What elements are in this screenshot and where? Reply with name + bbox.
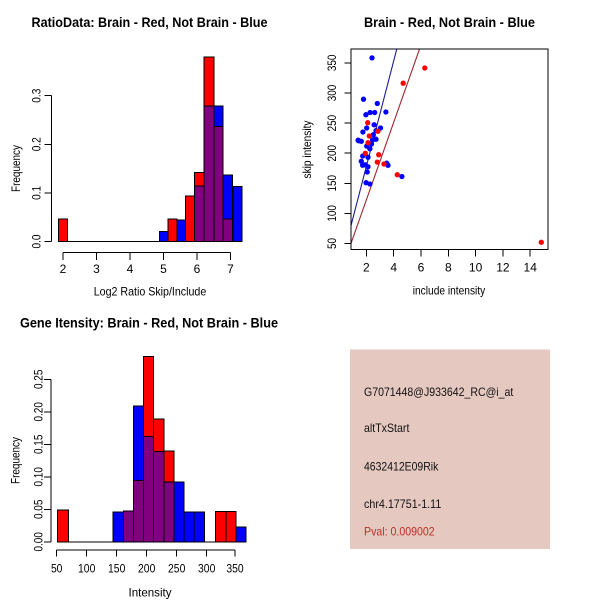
- svg-text:350: 350: [226, 562, 244, 576]
- svg-text:8: 8: [445, 261, 452, 275]
- svg-text:Frequency: Frequency: [9, 145, 23, 192]
- svg-text:250: 250: [168, 562, 186, 576]
- svg-text:0.25: 0.25: [32, 369, 46, 389]
- svg-text:0.2: 0.2: [30, 137, 44, 151]
- svg-text:150: 150: [108, 562, 126, 576]
- svg-text:7: 7: [227, 262, 234, 276]
- svg-text:0.15: 0.15: [32, 434, 46, 454]
- svg-text:100: 100: [325, 205, 339, 222]
- svg-text:250: 250: [325, 115, 339, 132]
- svg-text:0.3: 0.3: [30, 88, 44, 102]
- svg-text:50: 50: [51, 562, 63, 576]
- svg-text:14: 14: [524, 261, 538, 275]
- svg-text:6: 6: [418, 261, 425, 275]
- svg-text:2: 2: [363, 261, 370, 275]
- svg-text:Frequency: Frequency: [9, 437, 23, 484]
- svg-text:0.10: 0.10: [32, 467, 46, 487]
- svg-text:0.0: 0.0: [30, 234, 44, 248]
- svg-text:0.00: 0.00: [32, 532, 46, 552]
- svg-text:350: 350: [325, 54, 339, 71]
- svg-text:200: 200: [325, 145, 339, 162]
- svg-text:4: 4: [127, 262, 134, 276]
- svg-text:50: 50: [325, 238, 339, 249]
- svg-text:150: 150: [325, 175, 339, 192]
- svg-text:5: 5: [160, 262, 167, 276]
- svg-text:Brain - Red, Not Brain - Blue: Brain - Red, Not Brain - Blue: [364, 14, 535, 30]
- svg-text:0.20: 0.20: [32, 402, 46, 422]
- svg-text:0.05: 0.05: [32, 499, 46, 519]
- svg-text:4: 4: [390, 261, 397, 275]
- svg-text:200: 200: [138, 562, 156, 576]
- svg-text:include intensity: include intensity: [413, 283, 486, 297]
- svg-text:G7071448@J933642_RC@i_at: G7071448@J933642_RC@i_at: [364, 385, 514, 399]
- svg-text:Log2 Ratio Skip/Include: Log2 Ratio Skip/Include: [94, 285, 207, 299]
- svg-text:Pval: 0.009002: Pval: 0.009002: [364, 525, 435, 539]
- svg-text:6: 6: [194, 262, 201, 276]
- svg-text:12: 12: [496, 261, 510, 275]
- svg-text:chr4.17751-1.11: chr4.17751-1.11: [364, 497, 442, 511]
- svg-text:3: 3: [93, 262, 100, 276]
- svg-text:100: 100: [78, 562, 96, 576]
- svg-text:2: 2: [60, 262, 67, 276]
- svg-text:RatioData: Brain - Red, Not Br: RatioData: Brain - Red, Not Brain - Blue: [32, 14, 268, 30]
- svg-text:300: 300: [325, 84, 339, 101]
- svg-text:skip intensity: skip intensity: [300, 121, 314, 179]
- svg-text:Intensity: Intensity: [129, 586, 172, 600]
- svg-text:10: 10: [469, 261, 483, 275]
- svg-text:300: 300: [198, 562, 216, 576]
- svg-text:Gene Itensity: Brain - Red, No: Gene Itensity: Brain - Red, Not Brain - …: [20, 315, 278, 331]
- svg-text:0.1: 0.1: [30, 186, 44, 200]
- svg-text:4632412E09Rik: 4632412E09Rik: [364, 460, 439, 474]
- svg-text:altTxStart: altTxStart: [364, 421, 410, 435]
